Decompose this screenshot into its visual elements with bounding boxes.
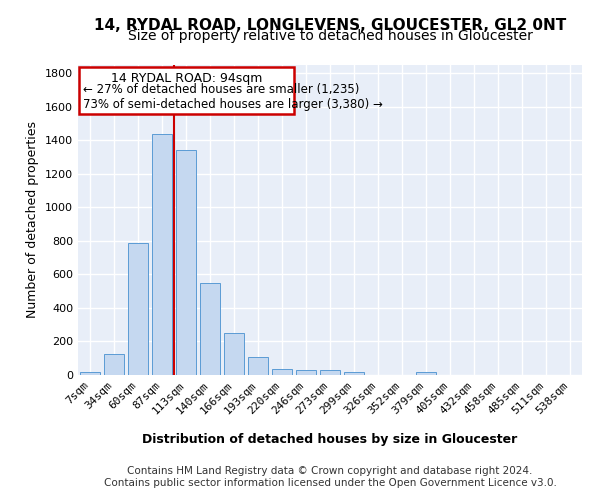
Text: 73% of semi-detached houses are larger (3,380) →: 73% of semi-detached houses are larger (… <box>83 98 383 110</box>
Text: ← 27% of detached houses are smaller (1,235): ← 27% of detached houses are smaller (1,… <box>83 82 359 96</box>
Bar <box>224 333 244 375</box>
Bar <box>176 150 196 375</box>
Bar <box>128 242 148 375</box>
Bar <box>344 372 364 375</box>
Bar <box>416 372 436 375</box>
Bar <box>320 370 340 375</box>
Y-axis label: Number of detached properties: Number of detached properties <box>26 122 40 318</box>
Bar <box>296 370 316 375</box>
Bar <box>152 134 172 375</box>
Text: Size of property relative to detached houses in Gloucester: Size of property relative to detached ho… <box>128 29 532 43</box>
FancyBboxPatch shape <box>79 66 294 114</box>
Bar <box>272 369 292 375</box>
Text: Contains HM Land Registry data © Crown copyright and database right 2024.: Contains HM Land Registry data © Crown c… <box>127 466 533 476</box>
Text: Contains public sector information licensed under the Open Government Licence v3: Contains public sector information licen… <box>104 478 556 488</box>
Text: Distribution of detached houses by size in Gloucester: Distribution of detached houses by size … <box>142 432 518 446</box>
Text: 14 RYDAL ROAD: 94sqm: 14 RYDAL ROAD: 94sqm <box>111 72 262 85</box>
Text: 14, RYDAL ROAD, LONGLEVENS, GLOUCESTER, GL2 0NT: 14, RYDAL ROAD, LONGLEVENS, GLOUCESTER, … <box>94 18 566 32</box>
Bar <box>104 354 124 375</box>
Bar <box>248 356 268 375</box>
Bar <box>200 283 220 375</box>
Bar <box>80 372 100 375</box>
